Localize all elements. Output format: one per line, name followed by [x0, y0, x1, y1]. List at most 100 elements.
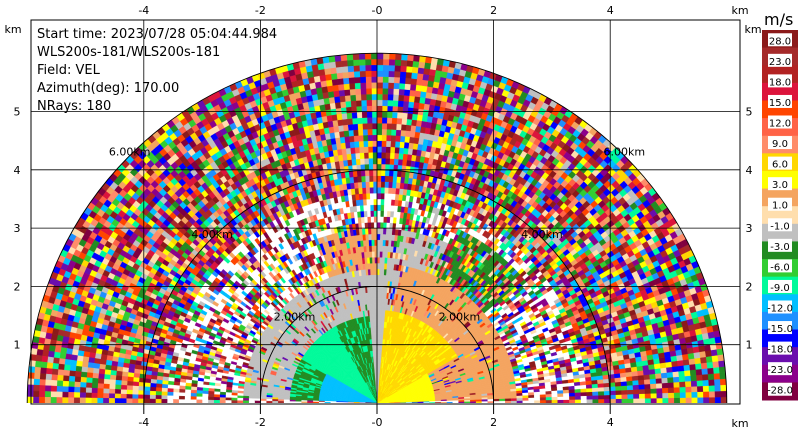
- range-gate-cell: [673, 386, 681, 393]
- range-gate-cell: [614, 377, 622, 383]
- range-gate-cell: [688, 358, 696, 365]
- range-gate-cell: [642, 369, 650, 376]
- range-gate-cell: [563, 399, 570, 404]
- range-gate-cell: [627, 393, 634, 399]
- range-gate-cell: [545, 399, 553, 404]
- range-gate-cell: [704, 349, 713, 358]
- range-gate-cell: [708, 379, 715, 386]
- range-gate-cell: [648, 368, 656, 375]
- range-gate-cell: [700, 356, 708, 364]
- range-gate-cell: [493, 400, 500, 404]
- range-gate-cell: [678, 370, 686, 377]
- range-gate-cell: [528, 400, 535, 404]
- range-gate-cell: [603, 390, 611, 396]
- range-gate-cell: [408, 136, 415, 144]
- range-gate-cell: [713, 366, 720, 374]
- range-gate-cell: [534, 399, 541, 404]
- range-gate-cell: [710, 348, 718, 357]
- range-gate-cell: [644, 383, 651, 390]
- range-gate-cell: [720, 390, 727, 398]
- range-gate-cell: [422, 67, 431, 76]
- range-gate-cell: [673, 381, 680, 388]
- range-gate-cell: [604, 398, 611, 404]
- range-gate-cell: [650, 388, 657, 394]
- range-gate-cell: [510, 400, 518, 404]
- range-gate-cell: [697, 391, 704, 398]
- range-gate-cell: [711, 354, 719, 363]
- range-gate-cell: [662, 392, 669, 399]
- range-gate-cell: [672, 376, 680, 383]
- range-gate-cell: [633, 398, 640, 404]
- range-gate-cell: [410, 119, 418, 127]
- range-gate-cell: [720, 396, 727, 404]
- range-gate-cell: [510, 397, 518, 401]
- range-gate-cell: [418, 102, 425, 110]
- range-gate-cell: [597, 382, 605, 388]
- range-gate-cell: [700, 362, 708, 370]
- range-gate-cell: [707, 367, 715, 375]
- range-gate-cell: [557, 399, 564, 404]
- range-gate-cell: [419, 90, 427, 99]
- range-gate-cell: [621, 389, 628, 395]
- range-gate-cell: [714, 390, 722, 398]
- range-gate-cell: [487, 400, 494, 404]
- range-gate-cell: [684, 380, 692, 388]
- range-gate-cell: [539, 396, 547, 401]
- range-gate-cell: [672, 371, 680, 378]
- range-gate-cell: [411, 113, 418, 121]
- range-gate-cell: [632, 389, 640, 395]
- range-gate-cell: [666, 371, 674, 378]
- range-gate-cell: [621, 398, 628, 404]
- range-gate-cell: [626, 380, 634, 386]
- range-gate-cell: [665, 361, 673, 368]
- range-gate-cell: [667, 387, 675, 394]
- range-gate-cell: [693, 351, 701, 359]
- range-gate-cell: [644, 397, 652, 404]
- range-gate-cell: [416, 114, 423, 122]
- range-gate-cell: [673, 392, 681, 399]
- range-gate-cell: [545, 396, 553, 401]
- range-gate-cell: [597, 390, 605, 396]
- range-gate-cell: [574, 395, 582, 400]
- range-gate-cell: [598, 398, 605, 404]
- range-gate-cell: [684, 369, 691, 377]
- range-gate-cell: [574, 392, 582, 397]
- range-gate-cell: [691, 385, 698, 393]
- range-gate-cell: [695, 368, 703, 376]
- range-gate-cell: [551, 399, 558, 404]
- range-gate-cell: [679, 386, 687, 393]
- range-gate-cell: [591, 383, 599, 389]
- range-gate-cell: [667, 376, 674, 383]
- range-gate-cell: [682, 358, 690, 366]
- range-gate-cell: [684, 375, 692, 382]
- range-gate-cell: [659, 362, 667, 369]
- range-gate-cell: [637, 370, 644, 376]
- range-gate-cell: [638, 379, 645, 385]
- range-gate-cell: [615, 389, 622, 395]
- range-gate-cell: [718, 366, 726, 374]
- range-gate-cell: [719, 372, 727, 380]
- range-gate-cell: [656, 387, 663, 394]
- range-gate-cell: [696, 374, 703, 381]
- range-gate-cell: [534, 397, 541, 401]
- range-gate-cell: [614, 381, 622, 387]
- range-gate-cell: [505, 398, 512, 402]
- range-gate-cell: [557, 392, 564, 397]
- range-gate-cell: [413, 96, 421, 104]
- range-gate-cell: [705, 355, 713, 363]
- range-gate-cell: [522, 400, 529, 404]
- range-gate-cell: [689, 369, 697, 376]
- range-gate-cell: [639, 398, 646, 404]
- range-gate-cell: [626, 375, 633, 382]
- range-gate-cell: [671, 360, 679, 368]
- range-gate-cell: [702, 385, 710, 392]
- range-gate-cell: [690, 374, 698, 382]
- range-gate-cell: [690, 380, 698, 387]
- range-gate-cell: [685, 391, 693, 398]
- range-gate-cell: [679, 397, 687, 404]
- range-gate-cell: [650, 397, 657, 404]
- range-gate-cell: [703, 391, 710, 398]
- range-gate-cell: [417, 61, 426, 69]
- range-gate-cell: [615, 394, 623, 400]
